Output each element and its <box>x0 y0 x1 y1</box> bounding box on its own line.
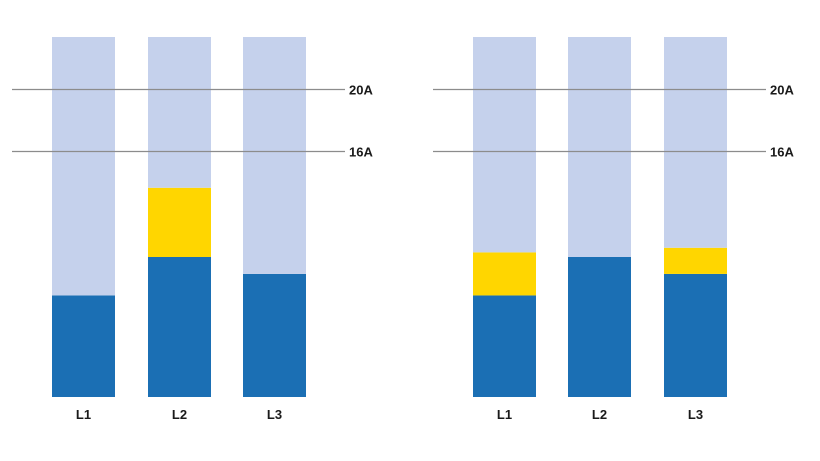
x-tick-label-l2: L2 <box>172 407 187 422</box>
bar-l3-segment-2 <box>664 37 727 248</box>
x-tick-label-l1: L1 <box>497 407 512 422</box>
x-tick-label-l3: L3 <box>688 407 703 422</box>
bar-l2-segment-1 <box>148 187 211 257</box>
bar-l3-segment-0 <box>664 273 727 397</box>
reference-label-16a: 16A <box>770 145 794 160</box>
x-tick-label-l1: L1 <box>76 407 91 422</box>
chart-right: L1 L2 L3 20A 16A <box>433 37 794 422</box>
x-tick-label-l2: L2 <box>592 407 607 422</box>
bar-l1-segment-1 <box>473 252 536 296</box>
bar-l1-segment-0 <box>473 295 536 397</box>
reference-label-16a: 16A <box>349 145 373 160</box>
bar-l3-segment-2 <box>243 37 306 274</box>
bar-l2-segment-2 <box>568 37 631 257</box>
bar-l1-segment-2 <box>473 37 536 253</box>
reference-label-20a: 20A <box>349 83 373 98</box>
bar-l2-segment-0 <box>568 257 631 397</box>
x-tick-label-l3: L3 <box>267 407 282 422</box>
bar-l3-segment-1 <box>664 247 727 274</box>
chart-left: L1 L2 L3 20A 16A <box>12 37 373 422</box>
bar-l2-segment-0 <box>148 257 211 397</box>
reference-label-20a: 20A <box>770 83 794 98</box>
bar-l3-segment-0 <box>243 273 306 397</box>
bar-l2-segment-2 <box>148 37 211 188</box>
bar-l1-segment-0 <box>52 295 115 397</box>
bar-l1-segment-2 <box>52 37 115 296</box>
